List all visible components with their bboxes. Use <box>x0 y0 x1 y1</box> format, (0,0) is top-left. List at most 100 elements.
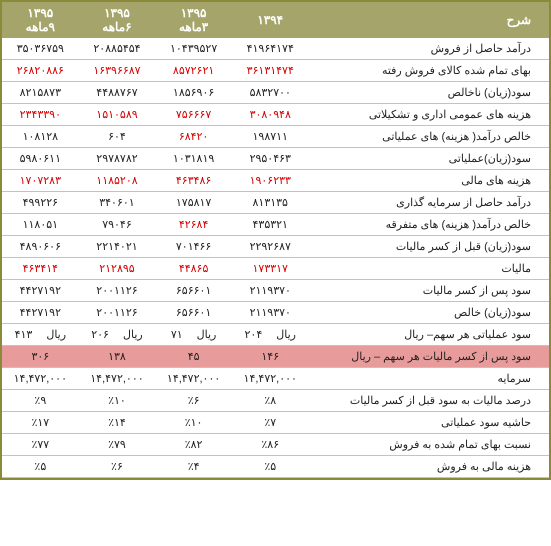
cell-value: ۳۰۸۰۹۴۸ <box>232 104 309 126</box>
cell-value: ۶۵۶۶۰۱ <box>155 280 232 302</box>
cell-description: درصد مالیات به سود قبل از کسر مالیات <box>309 390 549 412</box>
cell-value: ٪۱۰ <box>79 390 156 412</box>
cell-description: درآمد حاصل از فروش <box>309 38 549 60</box>
cell-value: ۱۱۸۵۲۰۸ <box>79 170 156 192</box>
table-row: ۳۰۶۱۳۸۴۵۱۴۶سود پس از کسر مالیات هر سهم –… <box>2 346 549 368</box>
table-row: ۵۹۸۰۶۱۱۲۹۷۸۷۸۲۱۰۳۱۸۱۹۲۹۵۰۴۶۳سود(زیان)عمل… <box>2 148 549 170</box>
cell-description: بهای تمام شده کالای فروش رفته <box>309 60 549 82</box>
cell-value: ۳۰۶ <box>2 346 79 368</box>
table-row: ٪۵٪۶٪۴٪۵هزینه مالی به فروش <box>2 456 549 478</box>
cell-value: ۲۰۰۱۱۲۶ <box>79 280 156 302</box>
cell-value: ٪۸۲ <box>155 434 232 456</box>
cell-value: ۴۹۹۲۲۶ <box>2 192 79 214</box>
cell-description: سود(زیان)عملیاتی <box>309 148 549 170</box>
cell-value: ۱۷۰۷۲۸۳ <box>2 170 79 192</box>
col-1394: ۱۳۹۴ <box>232 2 309 38</box>
table-row: ۱۰۸۱۲۸۶۰۴۶۸۴۲۰۱۹۸۷۱۱خالص درآمد( هزینه) ه… <box>2 126 549 148</box>
cell-value: ۸۲۱۵۸۷۳ <box>2 82 79 104</box>
cell-value: ۱۰۳۱۸۱۹ <box>155 148 232 170</box>
table-row: ٪۷۷٪۷۹٪۸۲٪۸۶نسبت بهای تمام شده به فروش <box>2 434 549 456</box>
cell-value: ۲۶۸۲۰۸۸۶ <box>2 60 79 82</box>
cell-value: ٪۸۶ <box>232 434 309 456</box>
table-row: ۱۴,۴۷۲,۰۰۰۱۴,۴۷۲,۰۰۰۱۴,۴۷۲,۰۰۰۱۴,۴۷۲,۰۰۰… <box>2 368 549 390</box>
cell-value: ۴۴۸۶۵ <box>155 258 232 280</box>
cell-value: ۵۹۸۰۶۱۱ <box>2 148 79 170</box>
cell-rial: ریال۲۰۴ <box>232 324 309 346</box>
cell-description: خالص درآمد( هزینه) های متفرقه <box>309 214 549 236</box>
cell-value: ۱۴,۴۷۲,۰۰۰ <box>155 368 232 390</box>
cell-description: هزینه های مالی <box>309 170 549 192</box>
cell-value: ۱۰۴۳۹۵۲۷ <box>155 38 232 60</box>
cell-value: ۲۹۷۸۷۸۲ <box>79 148 156 170</box>
cell-description: سود پس از کسر مالیات <box>309 280 549 302</box>
cell-value: ۱۷۵۸۱۷ <box>155 192 232 214</box>
cell-value: ٪۱۴ <box>79 412 156 434</box>
cell-description: سود(زیان) قبل از کسر مالیات <box>309 236 549 258</box>
cell-value: ۴۱۹۶۴۱۷۴ <box>232 38 309 60</box>
cell-value: ۳۴۰۶۰۱ <box>79 192 156 214</box>
table-row: ۴۴۲۷۱۹۲۲۰۰۱۱۲۶۶۵۶۶۰۱۲۱۱۹۳۷۰سود پس از کسر… <box>2 280 549 302</box>
cell-value: ٪۵ <box>232 456 309 478</box>
cell-value: ۱۵۱۰۵۸۹ <box>79 104 156 126</box>
col-1395-9m: ۱۳۹۵۹ماهه <box>2 2 79 38</box>
table-row: ۴۶۳۴۱۴۲۱۲۸۹۵۴۴۸۶۵۱۷۳۳۱۷مالیات <box>2 258 549 280</box>
cell-rial: ریال۷۱ <box>155 324 232 346</box>
cell-value: ٪۶ <box>155 390 232 412</box>
table-row: ۸۲۱۵۸۷۳۴۴۸۸۷۶۷۱۸۵۶۹۰۶۵۸۳۲۷۰۰سود(زیان) نا… <box>2 82 549 104</box>
cell-value: ۵۸۳۲۷۰۰ <box>232 82 309 104</box>
cell-value: ۷۰۱۴۶۶ <box>155 236 232 258</box>
cell-description: درآمد حاصل از سرمایه گذاری <box>309 192 549 214</box>
cell-value: ۶۸۴۲۰ <box>155 126 232 148</box>
table: ۱۳۹۵۹ماهه ۱۳۹۵۶ماهه ۱۳۹۵۳ماهه ۱۳۹۴ شرح ۳… <box>2 2 549 478</box>
cell-value: ۱۰۸۱۲۸ <box>2 126 79 148</box>
cell-value: ۸۵۷۲۶۲۱ <box>155 60 232 82</box>
cell-value: ۱۴,۴۷۲,۰۰۰ <box>79 368 156 390</box>
cell-value: ۴۵ <box>155 346 232 368</box>
cell-value: ۷۵۶۶۶۷ <box>155 104 232 126</box>
cell-description: خالص درآمد( هزینه) های عملیاتی <box>309 126 549 148</box>
cell-value: ۲۲۱۴۰۲۱ <box>79 236 156 258</box>
cell-value: ۲۰۸۸۵۴۵۴ <box>79 38 156 60</box>
cell-value: ۱۴۶ <box>232 346 309 368</box>
cell-value: ٪۸ <box>232 390 309 412</box>
cell-value: ۱۳۸ <box>79 346 156 368</box>
col-1395-6m: ۱۳۹۵۶ماهه <box>79 2 156 38</box>
cell-description: سرمایه <box>309 368 549 390</box>
cell-description: سود عملیاتی هر سهم– ریال <box>309 324 549 346</box>
table-row: ٪۹٪۱۰٪۶٪۸درصد مالیات به سود قبل از کسر م… <box>2 390 549 412</box>
table-body: ۳۵۰۳۶۷۵۹۲۰۸۸۵۴۵۴۱۰۴۳۹۵۲۷۴۱۹۶۴۱۷۴درآمد حا… <box>2 38 549 478</box>
cell-description: سود(زیان) ناخالص <box>309 82 549 104</box>
cell-value: ۱۹۸۷۱۱ <box>232 126 309 148</box>
cell-value: ۶۰۴ <box>79 126 156 148</box>
cell-rial: ریال۴۱۳ <box>2 324 79 346</box>
cell-value: ۴۶۳۴۸۶ <box>155 170 232 192</box>
cell-value: ٪۱۷ <box>2 412 79 434</box>
cell-description: هزینه های عمومی اداری و تشکیلاتی <box>309 104 549 126</box>
cell-value: ٪۴ <box>155 456 232 478</box>
cell-value: ۱۱۸۰۵۱ <box>2 214 79 236</box>
cell-value: ۲۳۴۳۳۹۰ <box>2 104 79 126</box>
cell-description: نسبت بهای تمام شده به فروش <box>309 434 549 456</box>
table-row: ۱۱۸۰۵۱۷۹۰۴۶۴۲۶۸۴۴۳۵۳۲۱خالص درآمد( هزینه)… <box>2 214 549 236</box>
cell-value: ۱۴,۴۷۲,۰۰۰ <box>232 368 309 390</box>
cell-value: ۴۶۳۴۱۴ <box>2 258 79 280</box>
table-row: ۳۵۰۳۶۷۵۹۲۰۸۸۵۴۵۴۱۰۴۳۹۵۲۷۴۱۹۶۴۱۷۴درآمد حا… <box>2 38 549 60</box>
cell-value: ۱۷۳۳۱۷ <box>232 258 309 280</box>
cell-value: ۲۱۲۸۹۵ <box>79 258 156 280</box>
cell-value: ٪۵ <box>2 456 79 478</box>
cell-value: ۴۲۶۸۴ <box>155 214 232 236</box>
cell-value: ۱۶۳۹۶۶۸۷ <box>79 60 156 82</box>
table-row: ۴۴۲۷۱۹۲۲۰۰۱۱۲۶۶۵۶۶۰۱۲۱۱۹۳۷۰سود(زیان) خال… <box>2 302 549 324</box>
table-row-rial: ریال۴۱۳ریال۲۰۶ریال۷۱ریال۲۰۴سود عملیاتی ه… <box>2 324 549 346</box>
cell-value: ۶۵۶۶۰۱ <box>155 302 232 324</box>
cell-value: ۱۸۵۶۹۰۶ <box>155 82 232 104</box>
table-row: ۱۷۰۷۲۸۳۱۱۸۵۲۰۸۴۶۳۴۸۶۱۹۰۶۲۳۳هزینه های مال… <box>2 170 549 192</box>
cell-description: سود(زیان) خالص <box>309 302 549 324</box>
cell-value: ۴۸۹۰۶۰۶ <box>2 236 79 258</box>
cell-value: ۲۱۱۹۳۷۰ <box>232 280 309 302</box>
cell-rial: ریال۲۰۶ <box>79 324 156 346</box>
cell-value: ۸۱۳۱۳۵ <box>232 192 309 214</box>
cell-value: ٪۶ <box>79 456 156 478</box>
cell-value: ۱۹۰۶۲۳۳ <box>232 170 309 192</box>
table-row: ۴۸۹۰۶۰۶۲۲۱۴۰۲۱۷۰۱۴۶۶۲۲۹۲۶۸۷سود(زیان) قبل… <box>2 236 549 258</box>
